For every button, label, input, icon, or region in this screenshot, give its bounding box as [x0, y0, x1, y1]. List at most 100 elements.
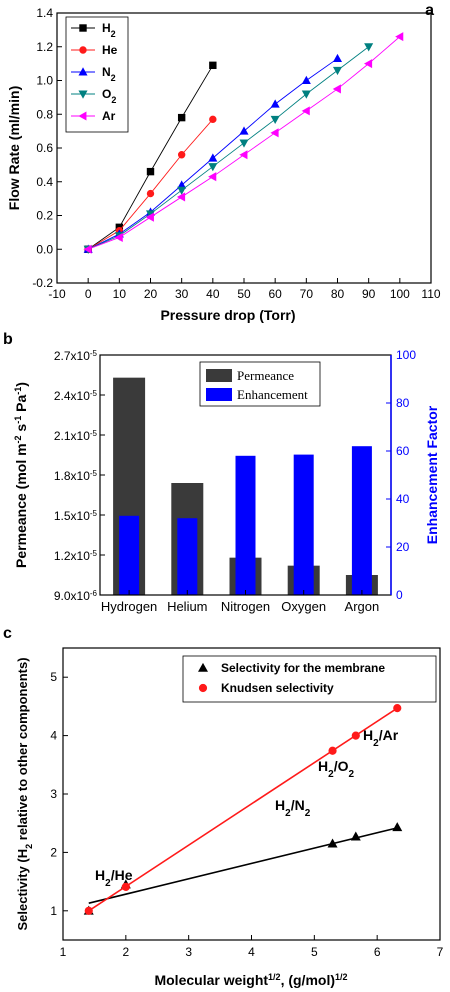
panel-a-legend-label: H2: [102, 21, 116, 39]
panel-a: -10 0 10 20 30 40 50 60 70 80 90 100 110 -0.2 0.0 0.2 0.…: [6, 6, 441, 323]
panel-a-legend-marker: [78, 67, 88, 76]
panel-c-x-tick-label: 4: [248, 945, 255, 959]
panel-a-legend-label: He: [102, 43, 118, 57]
panel-c-frame: [62, 647, 441, 941]
panel-b-right-tick-label: 0: [396, 588, 403, 602]
panel-c-x-tick-label: 6: [374, 945, 381, 959]
panel-a-data-point: [83, 244, 92, 254]
panel-c-x-axis-label: Molecular weight1/2, (g/mol)1/2: [154, 972, 347, 988]
panel-label-b: b: [3, 331, 13, 348]
panel-b-legend-label: Enhancement: [237, 387, 308, 402]
panel-c-data-point: [327, 838, 338, 848]
panel-a-legend-label: N2: [102, 65, 116, 83]
panel-c-annotation: H2/He: [95, 867, 133, 889]
panel-c-fit-line: [88, 827, 398, 904]
panel-c-x-tick-label: 1: [60, 945, 67, 959]
panel-c-data-point: [393, 704, 402, 713]
panel-a-data-point: [208, 172, 217, 182]
panel-c-data-point: [84, 906, 93, 915]
panel-a-y-tick-label: 0.0: [36, 242, 53, 256]
panel-b-bar-enhancement: [235, 455, 256, 595]
panel-a-x-tick-label: 0: [85, 287, 92, 301]
panel-a-data-point: [332, 84, 341, 94]
panel-c-data-point: [328, 746, 337, 755]
panel-c-legend-marker: [198, 683, 208, 693]
panel-a-data-point: [177, 151, 186, 159]
panel-a-data-point: [177, 186, 187, 195]
panel-a-series-line: [87, 46, 369, 250]
panel-a-data-point: [209, 115, 217, 124]
panel-a-data-point: [239, 139, 249, 148]
panel-b-bar-enhancement: [351, 446, 372, 595]
panel-b-legend-swatch: [206, 388, 232, 401]
panel-a-data-point: [208, 153, 218, 162]
panel-c-data-point: [121, 882, 130, 891]
panel-c-legend-marker: [198, 662, 208, 672]
panel-c-data-point: [392, 822, 403, 832]
panel-b-category-label: Argon: [345, 599, 380, 614]
panel-a-data-point: [301, 90, 311, 99]
panel-c-x-tick-label: 3: [185, 945, 192, 959]
panel-a-x-tick-label: 80: [331, 287, 345, 301]
panel-label-c: c: [3, 625, 12, 642]
panel-a-data-point: [239, 150, 248, 160]
panel-b-legend-swatch: [206, 369, 232, 382]
panel-c-data-point: [350, 831, 361, 841]
panel-b-left-tick-label: 1.5x10-5: [54, 509, 98, 524]
panel-c-legend: Selectivity for the membrane Knudsen sele…: [182, 655, 437, 703]
panel-a-data-point: [177, 113, 186, 122]
panel-a-data-point: [395, 32, 404, 42]
panel-b-left-tick-label: 2.7x10-5: [54, 349, 98, 364]
panel-c-x-tick-label: 2: [122, 945, 129, 959]
panel-a-data-point: [270, 99, 280, 108]
panel-c-legend-label: Knudsen selectivity: [221, 681, 334, 695]
panel-a-x-tick-label: -10: [48, 287, 66, 301]
panel-b-legend-label: Permeance: [237, 368, 294, 383]
panel-b-right-tick-label: 60: [396, 444, 410, 458]
panel-a-legend-box: [65, 16, 129, 133]
panel-a-legend-label: Ar: [102, 109, 116, 123]
panel-b-category-label: Nitrogen: [221, 599, 270, 614]
panel-c-y-tick-label: 2: [50, 845, 57, 859]
panel-a-y-tick-label: 1.2: [36, 40, 53, 54]
panel-a-data-point: [332, 53, 343, 63]
panel-b-left-tick-label: 1.2x10-5: [54, 549, 98, 564]
panel-a-x-axis-label: Pressure drop (Torr): [160, 307, 295, 323]
panel-b-category-label: Oxygen: [281, 599, 326, 614]
panel-a-legend-marker: [79, 46, 87, 54]
panel-a-y-tick-label: 0.2: [36, 209, 53, 223]
panel-a-data-point: [176, 192, 186, 202]
panel-c-legend-box: [182, 655, 437, 703]
panel-a-data-point: [208, 163, 218, 172]
panel-a-data-point: [114, 232, 123, 242]
panel-a-data-point: [364, 43, 374, 52]
panel-b-category-label: Hydrogen: [101, 599, 157, 614]
panel-a-x-tick-label: 90: [362, 287, 376, 301]
panel-a-x-tick-label: 110: [421, 287, 440, 301]
panel-c-x-tick-label: 5: [311, 945, 318, 959]
panel-b-right-tick-label: 80: [396, 396, 410, 410]
panel-a-y-tick-label: 0.6: [36, 141, 53, 155]
panel-b-left-tick-label: 1.8x10-5: [54, 469, 98, 484]
panel-a-x-tick-label: 50: [237, 287, 251, 301]
panel-a-y-tick-label: 1.0: [36, 74, 53, 88]
panel-c-annotation: H2/O2: [318, 758, 354, 780]
panel-a-legend-marker: [78, 90, 88, 99]
panel-b-left-axis-label: Permeance (mol m-2 s-1 Pa-1): [13, 382, 29, 568]
panel-b-right-axis-label: Enhancement Factor: [424, 405, 440, 544]
panel-b-bar-enhancement: [293, 454, 314, 595]
panel-a-y-tick-label: -0.2: [32, 276, 53, 290]
panel-a-y-tick-label: 0.4: [36, 175, 53, 189]
panel-a-legend-marker: [78, 111, 87, 121]
panel-c-x-tick-label: 7: [437, 945, 444, 959]
panel-a-x-tick-label: 40: [206, 287, 220, 301]
panel-a-x-tick-label: 30: [175, 287, 189, 301]
panel-a-x-tick-label: 100: [390, 287, 410, 301]
panel-b-left-tick-label: 2.1x10-5: [54, 429, 98, 444]
panel-a-data-point: [301, 106, 310, 116]
panel-c-y-tick-label: 5: [50, 670, 57, 684]
panel-a-x-tick-label: 70: [300, 287, 314, 301]
panel-c-y-axis-label: Selectivity (H2 relative to other compon…: [15, 657, 34, 930]
panel-c-fit-line: [88, 707, 398, 912]
